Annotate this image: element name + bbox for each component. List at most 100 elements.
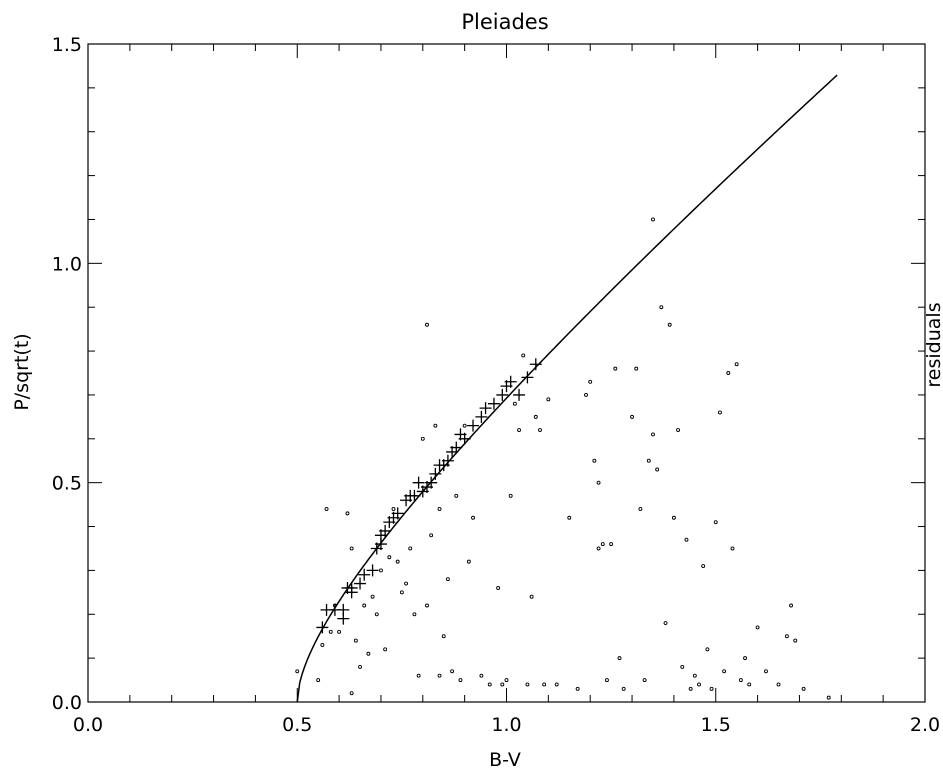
dot-point: [391, 507, 396, 511]
dot-point: [328, 629, 333, 634]
dot-point: [429, 533, 434, 538]
dot-point: [826, 695, 831, 700]
plus-point: [441, 454, 454, 467]
dot-point: [324, 507, 329, 511]
plus-point: [425, 476, 438, 489]
dot-point: [801, 686, 806, 691]
dot-point: [717, 410, 722, 415]
dot-point: [646, 458, 651, 463]
plus-point: [475, 410, 488, 423]
dot-point: [747, 682, 752, 687]
plus-point: [337, 603, 350, 616]
dot-point: [600, 542, 605, 547]
dot-point: [404, 581, 409, 586]
dot-point: [609, 542, 614, 547]
plus-point: [458, 432, 471, 445]
dot-point: [722, 669, 727, 674]
dot-point: [651, 217, 655, 222]
dot-point: [671, 515, 676, 520]
dot-point: [487, 682, 492, 687]
y-tick-label: 0.0: [52, 692, 82, 714]
dot-point: [567, 515, 572, 520]
x-tick-label: 1.0: [491, 714, 521, 736]
dot-point: [466, 559, 471, 564]
dot-point: [458, 678, 463, 683]
dot-point: [596, 546, 601, 551]
plus-point: [391, 507, 404, 520]
dot-point: [764, 669, 768, 674]
right-axis-label: residuals: [923, 302, 943, 387]
dot-point: [634, 366, 639, 371]
plus-point: [479, 402, 492, 415]
dot-point: [697, 682, 701, 687]
dot-point: [496, 585, 501, 590]
dot-point: [450, 669, 455, 674]
dot-point: [730, 546, 735, 551]
plus-point: [429, 467, 442, 480]
dot-point: [349, 691, 354, 696]
axes: 0.0 0.5 1.0 1.5 2.0 0.0 0.5 1.0 1.5: [52, 34, 940, 736]
dot-point: [642, 678, 647, 683]
dot-point: [621, 686, 626, 691]
dot-point: [709, 686, 714, 691]
dot-point: [588, 379, 593, 384]
dot-point: [395, 559, 400, 564]
dot-point: [517, 428, 522, 432]
dot-point: [789, 603, 794, 608]
plus-point: [504, 375, 517, 388]
dot-point: [320, 643, 325, 647]
dot-point: [408, 546, 413, 551]
dot-point: [538, 428, 542, 432]
dot-point: [651, 432, 655, 437]
dot-point: [512, 401, 517, 406]
dot-point: [692, 673, 697, 678]
dot-point: [345, 511, 350, 516]
plus-point: [354, 577, 367, 590]
dot-point: [584, 392, 588, 397]
dot-point: [374, 612, 379, 617]
dot-point: [504, 678, 509, 683]
dot-point: [353, 638, 358, 643]
dot-point: [667, 322, 672, 327]
dot-point: [734, 362, 739, 367]
x-tick-label: 2.0: [910, 714, 940, 736]
dot-point: [592, 458, 597, 463]
dot-point: [784, 634, 789, 639]
plus-point: [521, 371, 534, 384]
dot-point: [596, 480, 601, 485]
y-tick-label: 1.0: [52, 253, 82, 275]
plus-point: [366, 564, 379, 577]
dot-point: [441, 634, 446, 639]
plus-series: [316, 358, 542, 634]
dot-point: [445, 577, 450, 582]
y-axis-label: P/sqrt(t): [11, 333, 33, 410]
plus-point: [496, 388, 509, 401]
plus-point: [487, 397, 500, 410]
plus-point: [316, 621, 329, 634]
dot-point: [688, 686, 693, 691]
plus-point: [345, 581, 358, 594]
dot-point: [663, 621, 668, 625]
x-tick-label: 0.5: [282, 714, 312, 736]
dot-point: [349, 546, 354, 551]
x-tick-label: 1.5: [701, 714, 731, 736]
dot-point: [638, 507, 643, 511]
fit-curve: [296, 74, 838, 703]
dot-point: [521, 353, 526, 358]
fit-curve-group: [296, 74, 838, 703]
dot-point: [705, 647, 710, 652]
dot-point: [701, 564, 706, 568]
dot-point: [425, 603, 429, 608]
dot-point: [542, 682, 547, 687]
dot-point: [659, 305, 664, 310]
dot-point: [575, 686, 580, 691]
dot-point: [420, 436, 425, 441]
dot-point: [655, 467, 660, 472]
dot-point: [387, 555, 392, 560]
dot-point: [755, 625, 760, 630]
dot-point: [337, 629, 342, 634]
dot-point: [713, 520, 718, 525]
plus-point: [412, 476, 425, 489]
dot-point: [617, 656, 622, 661]
